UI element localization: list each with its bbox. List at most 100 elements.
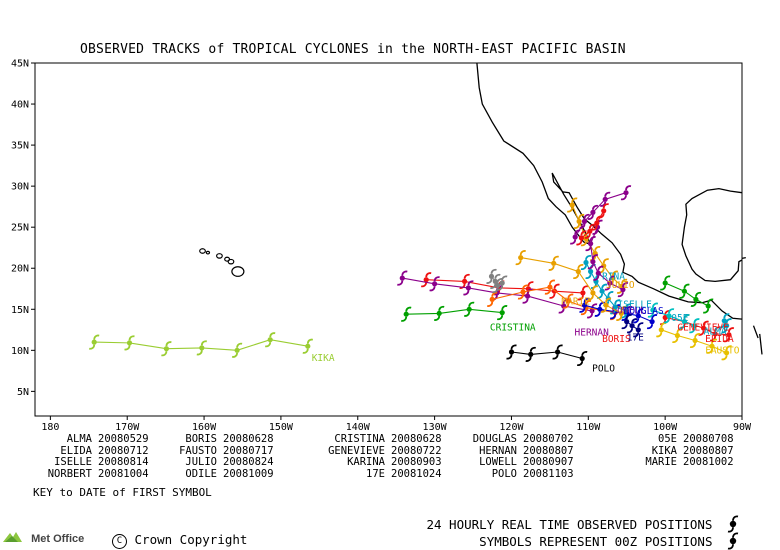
cyclone-arm <box>725 345 732 351</box>
cyclone-symbol <box>463 280 474 296</box>
lat-label: 15N <box>11 305 29 316</box>
key-name: HERNAN <box>479 444 517 457</box>
cyclone-symbol <box>647 302 659 318</box>
cyclone-arm <box>625 314 632 320</box>
cyclone-arm <box>548 265 555 271</box>
cyclone-arm <box>679 293 686 299</box>
cyclone-arm <box>544 289 551 295</box>
key-name: LOWELL <box>479 456 517 468</box>
cyclone-eye <box>578 235 584 241</box>
cyclone-eye <box>666 313 672 319</box>
key-date: 20080708 <box>683 433 734 445</box>
cyclone-arm <box>585 274 592 280</box>
key-name: ODILE <box>185 467 217 480</box>
cyclone-symbol <box>616 305 627 321</box>
key-date: 20080529 <box>98 433 149 445</box>
cyclone-eye <box>547 284 553 290</box>
cyclone-eye <box>691 323 697 329</box>
cyclone-symbol <box>548 255 559 271</box>
cyclone-eye <box>91 339 97 345</box>
coastline-segment <box>752 325 759 339</box>
cyclone-symbol <box>663 308 675 324</box>
map-label-polo: POLO <box>592 364 615 375</box>
key-entry: CRISTINA 20080628 <box>305 433 441 445</box>
key-date: 20080712 <box>98 444 149 457</box>
coastline-segment <box>681 187 743 283</box>
cyclone-symbol <box>646 314 658 330</box>
key-entry: LOWELL 20080907 <box>455 456 574 468</box>
lon-label: 90W <box>733 422 752 433</box>
cyclone-arm <box>721 355 728 361</box>
cyclone-arm <box>496 315 504 321</box>
cyclone-arm <box>486 301 494 307</box>
map-label-marie: MARIE <box>561 296 590 307</box>
cyclone-arm <box>165 341 172 347</box>
lon-label: 150W <box>269 422 294 433</box>
cyclone-symbol-icon <box>727 532 739 550</box>
cyclone-arm <box>601 283 608 289</box>
cyclone-eye <box>555 349 561 355</box>
key-entry: ELIDA 20080712 <box>40 444 149 457</box>
cyclone-eye <box>709 343 715 349</box>
key-date: 20081024 <box>391 467 442 480</box>
cyclone-symbol <box>579 297 590 313</box>
key-entry: ALMA 20080529 <box>40 433 149 445</box>
cyclone-arm <box>494 273 501 279</box>
cyclone-symbol <box>587 204 599 220</box>
cyclone-arm <box>584 233 591 239</box>
cyclone-track <box>520 257 622 314</box>
cyclone-eye <box>705 303 711 309</box>
lat-label: 45N <box>11 59 29 70</box>
cyclone-arm <box>633 318 640 324</box>
cyclone-symbol <box>573 263 584 280</box>
key-date: 20080702 <box>523 433 574 445</box>
key-entry: DOUGLAS 20080702 <box>455 433 574 445</box>
cyclone-symbol <box>486 291 498 307</box>
cyclone-eye <box>629 323 635 329</box>
hawaii-island <box>231 266 245 277</box>
cyclone-symbol <box>420 272 432 288</box>
cyclone-symbol <box>593 265 604 281</box>
cyclone-eye <box>724 350 730 356</box>
hawaii-island <box>205 250 211 255</box>
cyclone-arm <box>679 324 686 330</box>
map-axes: 45N 40N 35N 30N 25N 20N 15N 10N 5N 180 170W 160W 150… <box>11 59 752 434</box>
cyclone-arm <box>689 343 696 349</box>
cyclone-arm <box>522 284 529 290</box>
lon-label: 140W <box>346 422 371 433</box>
cyclone-track <box>652 309 695 327</box>
cyclone-arm <box>124 345 131 351</box>
cyclone-symbol <box>600 297 612 313</box>
cyclone-symbol <box>124 335 135 351</box>
map-label-kika: KIKA <box>312 353 335 364</box>
cyclone-arm <box>400 316 408 322</box>
cyclone-arm <box>491 291 498 297</box>
cyclone-arm <box>574 229 581 235</box>
cyclone-eye <box>623 308 629 314</box>
cyclone-arm <box>608 275 616 281</box>
cyclone-symbol <box>689 332 701 349</box>
cyclone-arm <box>672 338 679 344</box>
cyclone-track <box>492 286 616 314</box>
cyclone-symbol <box>88 334 100 350</box>
cyclone-eye <box>403 311 409 317</box>
cyclone-arm <box>711 338 718 344</box>
cyclone-arm <box>527 281 534 287</box>
cyclone-eye <box>620 287 626 293</box>
cyclone-arm <box>492 288 499 294</box>
cyclone-symbol <box>569 229 581 245</box>
cyclone-eye <box>712 331 718 337</box>
cyclone-eye <box>595 270 601 276</box>
cyclone-symbol <box>584 223 596 239</box>
cyclone-eye <box>575 268 581 275</box>
cyclone-arm <box>306 338 314 344</box>
cyclone-symbol <box>400 306 412 322</box>
cyclone-symbol <box>585 236 596 252</box>
cyclone-arm <box>429 286 436 292</box>
cyclone-eye <box>601 208 607 214</box>
map-label-douglas: DOUGLAS <box>624 306 664 317</box>
cyclone-symbol <box>576 350 588 367</box>
met-office-logo-text: Met Office <box>31 533 85 545</box>
cyclone-arm <box>577 263 584 269</box>
key-date: 20080907 <box>523 456 574 468</box>
